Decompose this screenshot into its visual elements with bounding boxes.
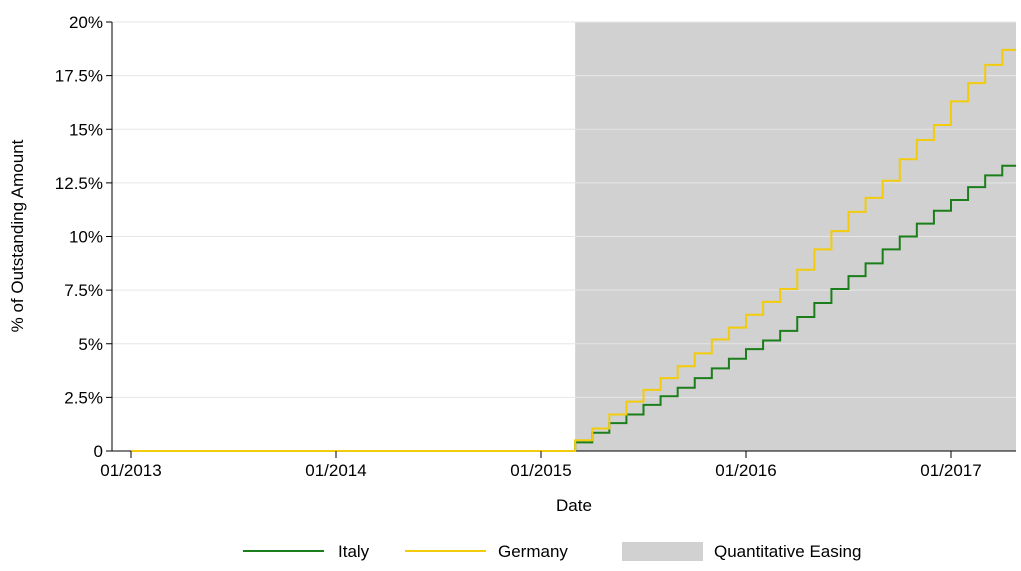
x-tick-label: 01/2013 bbox=[100, 461, 161, 480]
y-tick-label: 5% bbox=[78, 335, 103, 354]
y-tick-label: 12.5% bbox=[55, 174, 103, 193]
legend: Italy Germany Quantitative Easing bbox=[243, 542, 861, 561]
x-axis-title: Date bbox=[556, 496, 592, 515]
y-axis-title: % of Outstanding Amount bbox=[8, 139, 27, 332]
y-tick-label: 15% bbox=[69, 120, 103, 139]
x-tick-label: 01/2016 bbox=[715, 461, 776, 480]
series-line-germany bbox=[131, 48, 1016, 452]
x-tick-label: 01/2017 bbox=[920, 461, 981, 480]
y-tick-label: 2.5% bbox=[64, 388, 103, 407]
legend-label-italy: Italy bbox=[338, 542, 370, 561]
y-tick-label: 20% bbox=[69, 13, 103, 32]
legend-label-qe: Quantitative Easing bbox=[714, 542, 861, 561]
y-tick-label: 7.5% bbox=[64, 281, 103, 300]
y-tick-label: 0 bbox=[94, 442, 103, 461]
legend-swatch-qe bbox=[622, 542, 703, 561]
x-tick-label: 01/2014 bbox=[305, 461, 366, 480]
legend-label-germany: Germany bbox=[498, 542, 568, 561]
y-tick-label: 17.5% bbox=[55, 67, 103, 86]
x-tick-label: 01/2015 bbox=[510, 461, 571, 480]
y-tick-label: 10% bbox=[69, 228, 103, 247]
